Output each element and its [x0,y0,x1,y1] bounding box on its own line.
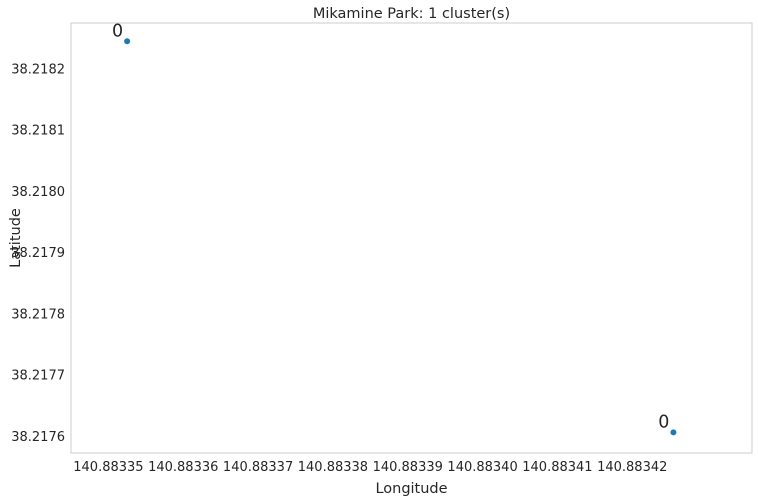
y-tick-label: 38.2178 [11,307,65,322]
data-point [670,429,677,436]
y-tick-label: 38.2177 [11,369,65,384]
y-tick-label: 38.2179 [11,246,65,261]
x-tick-label: 140.88339 [373,460,443,475]
x-tick-label: 140.88340 [447,460,517,475]
x-tick-labels: 140.88335 140.88336 140.88337 140.88338 140.… [73,460,667,475]
x-tick-label: 140.88338 [298,460,368,475]
y-tick-label: 38.2176 [11,430,65,445]
x-tick-label: 140.88342 [597,460,667,475]
x-tick-label: 140.88337 [223,460,293,475]
y-tick-label: 38.2181 [11,124,65,139]
y-tick-label: 38.2180 [11,185,65,200]
x-tick-label: 140.88341 [522,460,592,475]
chart-title: Mikamine Park: 1 cluster(s) [313,6,510,22]
point-label: 0 [658,412,669,432]
x-axis-label: Longitude [375,481,447,497]
plot-area [70,22,753,454]
y-tick-labels: 38.2176 38.2177 38.2178 38.2179 38.2180 38.21… [11,62,65,445]
x-tick-label: 140.88335 [73,460,143,475]
point-label: 0 [112,21,123,41]
data-point [124,38,131,45]
y-tick-label: 38.2182 [11,62,65,77]
y-axis-label: Latitude [8,208,24,268]
point-labels: 00 [112,21,669,432]
x-tick-label: 140.88336 [148,460,218,475]
data-points [124,38,677,436]
